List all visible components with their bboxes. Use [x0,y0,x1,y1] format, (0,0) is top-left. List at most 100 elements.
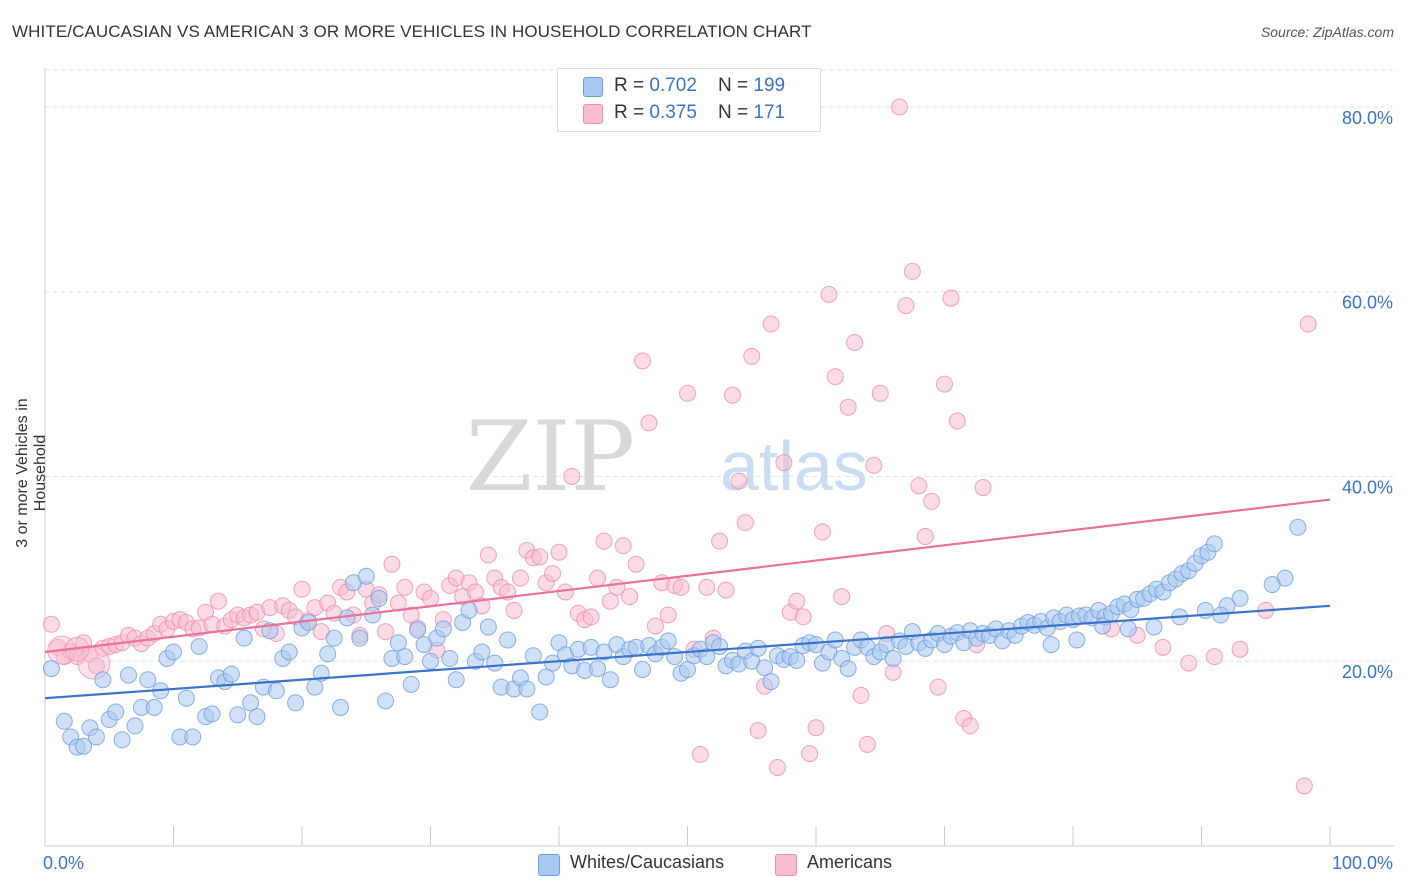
data-point [1154,638,1172,656]
data-point [627,555,645,573]
data-point [923,492,941,510]
data-point [441,649,459,667]
data-point [595,532,613,550]
data-point [736,514,754,532]
data-point [807,636,825,654]
data-point [794,608,812,626]
data-point [460,601,478,619]
data-point [479,546,497,564]
data-point [595,643,613,661]
data-point [942,289,960,307]
data-point [1289,518,1307,536]
legend-swatch-whites [583,77,603,97]
data-point [563,467,581,485]
data-point [383,555,401,573]
data-point [203,705,221,723]
data-point [775,454,793,472]
data-point [679,661,696,679]
data-point [1295,777,1313,795]
data-point [717,581,735,599]
data-point [1263,576,1281,594]
x-tick-label: 100.0% [1332,853,1393,873]
data-point [229,706,247,724]
data-point [537,668,555,686]
data-point [891,98,909,116]
data-point [402,675,420,693]
data-point [126,717,144,735]
tick-labels: 20.0% 40.0% 60.0% 80.0% 0.0% 100.0% [43,108,1393,873]
data-point [505,601,523,619]
data-point [87,657,105,675]
data-point [846,334,864,352]
data-point [974,479,992,497]
data-point [929,678,947,696]
data-point [422,589,439,607]
data-point [820,285,838,303]
data-point [634,661,652,679]
data-point [447,671,465,689]
data-point [762,673,780,691]
data-point [209,592,227,610]
y-axis-title: 3 or more Vehicles in Household [14,398,49,548]
data-point [1145,618,1163,636]
x-tick-label: 0.0% [43,853,84,873]
data-point [884,649,902,667]
data-point [640,414,658,432]
data-point [601,592,619,610]
data-point [145,698,163,716]
data-point [75,737,93,755]
data-point [280,643,298,661]
data-point [711,532,729,550]
data-point [351,629,369,647]
data-point [614,537,632,555]
data-point [948,412,966,430]
data-point [1119,620,1137,638]
bottom-legend-label-whites: Whites/Caucasians [570,852,725,872]
data-point [813,523,831,541]
y-tick-label: 20.0% [1342,662,1393,682]
watermark-atlas: atlas [720,427,868,505]
legend-r-value-whites: 0.702 [649,75,697,96]
y-tick-label: 40.0% [1342,477,1393,497]
y-tick-label: 60.0% [1342,293,1393,313]
data-point [325,629,343,647]
series-americans [42,98,1317,795]
data-point [1205,648,1223,666]
data-point [396,648,414,666]
data-point [1068,631,1086,649]
data-point [544,564,562,582]
trend-line-whites [44,604,1331,700]
legend-swatch-americans [583,104,603,124]
data-point [287,694,305,712]
data-point [1094,617,1112,635]
data-point [120,666,138,684]
data-point [434,620,452,638]
data-point [788,592,806,610]
data-point [839,660,857,678]
watermark: ZIP atlas [466,401,868,513]
data-point [139,671,157,689]
data-point [698,578,716,596]
data-point [672,578,690,596]
data-point [852,686,870,704]
data-point [293,580,311,598]
data-point [107,703,125,721]
legend-r-value-americans: 0.375 [649,102,697,123]
data-point [235,629,253,647]
data-point [749,722,767,740]
data-point [409,621,427,639]
watermark-zip: ZIP [466,401,635,513]
data-point [87,728,105,746]
data-point [319,645,337,663]
data-point [165,643,182,661]
data-point [389,634,407,652]
data-point [222,665,240,683]
data-point [486,654,504,672]
data-point [621,588,639,606]
data-point [762,315,780,333]
data-point [897,297,915,315]
trend-lines [44,498,1331,700]
data-point [634,352,652,370]
bottom-legend-label-americans: Americans [807,852,893,872]
data-point [42,615,60,633]
